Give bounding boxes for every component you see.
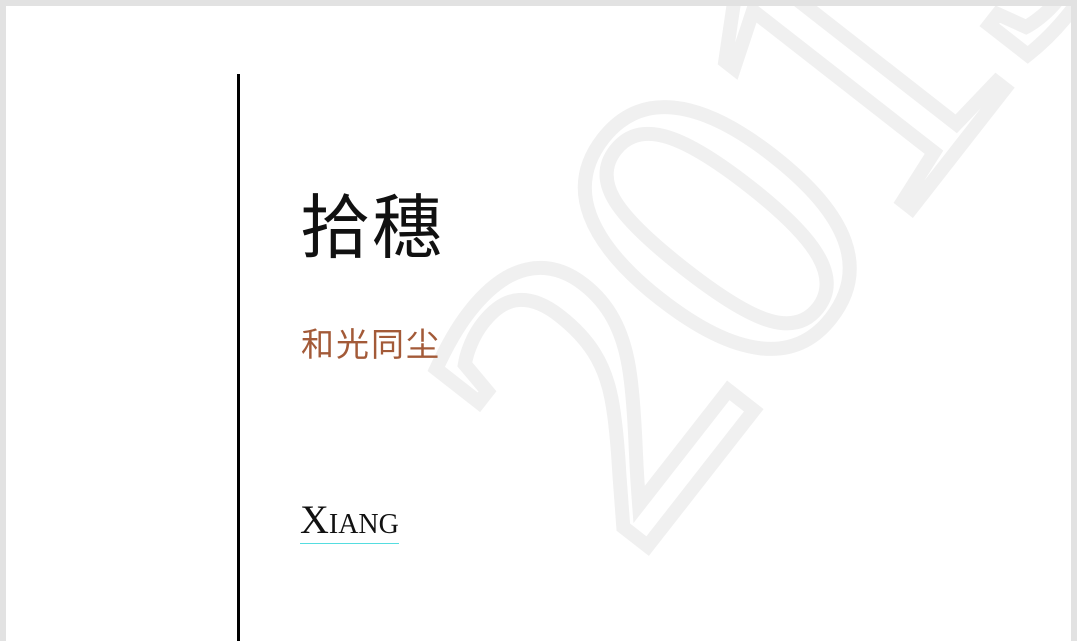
author-link[interactable]: Xiang bbox=[300, 497, 399, 544]
page-frame: 2019 拾穗 和光同尘 Xiang bbox=[6, 6, 1071, 641]
vertical-rule bbox=[237, 74, 240, 641]
watermark: 2019 bbox=[335, 6, 1071, 619]
watermark-layer: 2019 bbox=[328, 6, 1071, 626]
site-title[interactable]: 拾穗 bbox=[300, 191, 444, 268]
site-subtitle: 和光同尘 bbox=[301, 328, 441, 364]
